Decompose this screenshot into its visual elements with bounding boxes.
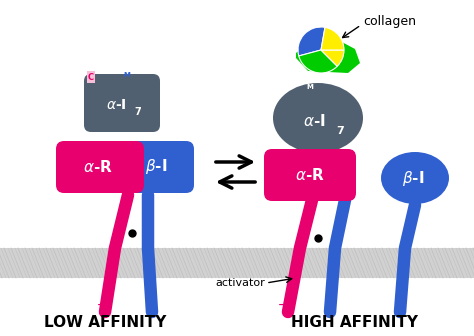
Text: collagen: collagen (363, 15, 416, 29)
Wedge shape (321, 50, 344, 66)
Text: $\alpha$-I: $\alpha$-I (106, 98, 127, 112)
Text: $\alpha$-R: $\alpha$-R (83, 159, 113, 175)
Text: M: M (307, 84, 313, 90)
Text: $\beta$: $\beta$ (340, 210, 348, 224)
Polygon shape (296, 41, 360, 73)
Text: 7: 7 (135, 107, 141, 117)
Wedge shape (298, 27, 325, 56)
Text: −: − (97, 300, 107, 310)
FancyBboxPatch shape (56, 141, 144, 193)
Text: HIGH AFFINITY: HIGH AFFINITY (292, 315, 419, 330)
Ellipse shape (381, 152, 449, 204)
Wedge shape (299, 50, 337, 73)
Text: +: + (148, 300, 158, 310)
Text: activator: activator (215, 278, 265, 288)
Text: $\beta$-I: $\beta$-I (402, 168, 424, 187)
Text: $\alpha$: $\alpha$ (302, 210, 310, 220)
Text: LOW AFFINITY: LOW AFFINITY (44, 315, 166, 330)
Bar (0, 248, 474, 278)
Text: +: + (395, 300, 405, 310)
Text: $\alpha$-R: $\alpha$-R (295, 167, 325, 183)
FancyBboxPatch shape (122, 141, 194, 193)
Text: −: − (278, 300, 288, 310)
Text: $\beta$: $\beta$ (142, 205, 150, 219)
Text: $\alpha$-I: $\alpha$-I (303, 113, 325, 129)
Text: C: C (88, 73, 94, 82)
Ellipse shape (273, 83, 363, 153)
Wedge shape (321, 27, 344, 50)
Text: 7: 7 (336, 126, 344, 136)
FancyBboxPatch shape (264, 149, 356, 201)
Text: M: M (124, 72, 130, 78)
Text: $\alpha$: $\alpha$ (118, 204, 126, 214)
Text: $\beta$-I: $\beta$-I (145, 158, 167, 176)
Bar (0, 248, 474, 278)
FancyBboxPatch shape (84, 74, 160, 132)
